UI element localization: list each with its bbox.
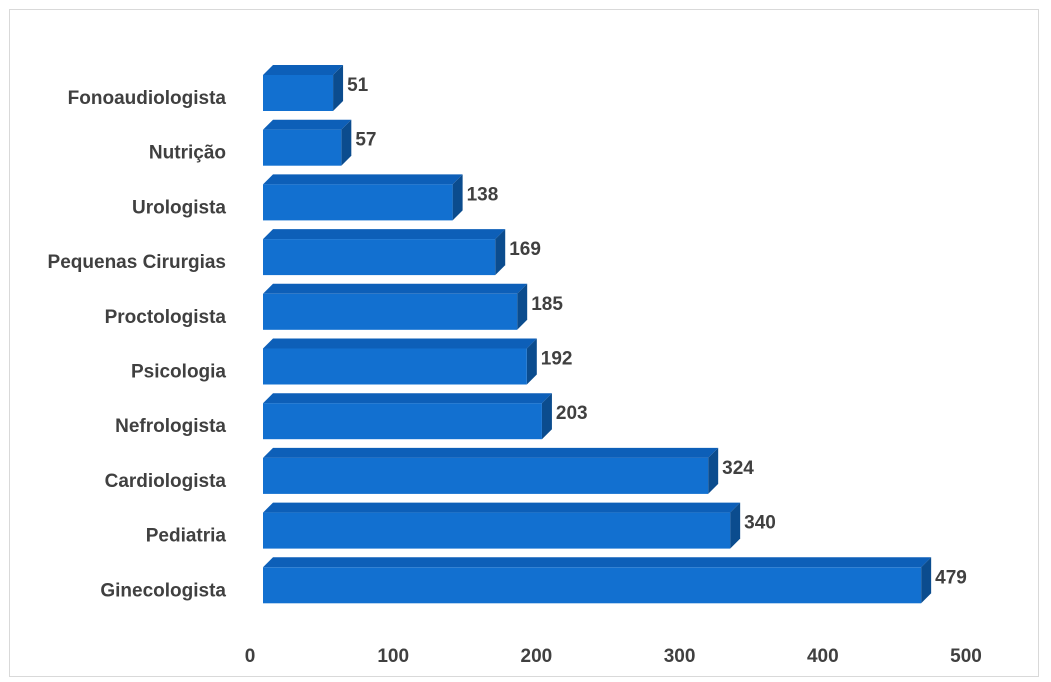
category-label: Urologista <box>132 197 226 218</box>
bar <box>263 348 527 385</box>
bar-group <box>263 502 741 549</box>
category-label: Psicologia <box>131 362 226 383</box>
bar-side-face <box>452 174 463 221</box>
data-label: 138 <box>467 184 499 205</box>
category-label: Pequenas Cirurgias <box>48 252 226 273</box>
data-label: 192 <box>541 349 573 370</box>
bar-group <box>263 119 352 166</box>
bar-top-face <box>263 502 741 513</box>
bar-side-face <box>921 557 932 604</box>
bar-top-face <box>263 338 537 349</box>
data-label: 479 <box>935 567 967 588</box>
data-label: 203 <box>556 403 588 424</box>
bar-side-face <box>541 393 552 440</box>
x-tick-label: 200 <box>521 646 553 667</box>
bar-top-face <box>263 447 719 458</box>
data-label: 324 <box>722 458 754 479</box>
category-label: Nefrologista <box>115 416 226 437</box>
bar-top-face <box>263 119 352 130</box>
data-label: 340 <box>744 513 776 534</box>
bar <box>263 567 922 604</box>
bar-group <box>263 174 463 221</box>
bar-side-face <box>526 338 537 385</box>
bar-side-face <box>341 119 352 166</box>
bar-group <box>263 393 552 440</box>
bar-group <box>263 338 537 385</box>
x-tick-label: 500 <box>950 646 982 667</box>
data-label: 57 <box>355 130 376 151</box>
bar-group <box>263 283 528 330</box>
bar <box>263 75 334 111</box>
bar-side-face <box>517 283 528 330</box>
bar-side-face <box>333 65 344 111</box>
bar <box>263 457 709 494</box>
x-tick-label: 300 <box>664 646 696 667</box>
x-tick-label: 100 <box>377 646 409 667</box>
bar-group <box>263 65 344 111</box>
bar-side-face <box>708 447 719 494</box>
bar <box>263 293 518 330</box>
bar-side-face <box>495 229 506 276</box>
category-label: Ginecologista <box>100 580 226 601</box>
bar <box>263 239 496 276</box>
category-label: Fonoaudiologista <box>68 88 227 109</box>
bar-top-face <box>263 283 528 294</box>
bar-group <box>263 557 932 604</box>
bar-top-face <box>263 229 506 240</box>
bar-side-face <box>730 502 741 549</box>
data-label: 169 <box>509 239 541 260</box>
bar-top-face <box>263 174 463 185</box>
data-label: 51 <box>347 75 369 96</box>
category-label: Nutrição <box>149 143 226 164</box>
x-tick-label: 400 <box>807 646 839 667</box>
bar-group <box>263 447 719 494</box>
bar <box>263 129 342 166</box>
category-label: Pediatria <box>146 526 227 547</box>
bar <box>263 512 731 549</box>
bar-top-face <box>263 393 552 404</box>
x-tick-label: 0 <box>245 646 256 667</box>
bar-top-face <box>263 65 344 75</box>
bar <box>263 403 542 440</box>
bar <box>263 184 453 221</box>
bar-top-face <box>263 557 932 568</box>
data-label: 185 <box>531 294 563 315</box>
category-label: Proctologista <box>105 307 227 328</box>
category-label: Cardiologista <box>105 471 227 492</box>
bar-group <box>263 229 506 276</box>
